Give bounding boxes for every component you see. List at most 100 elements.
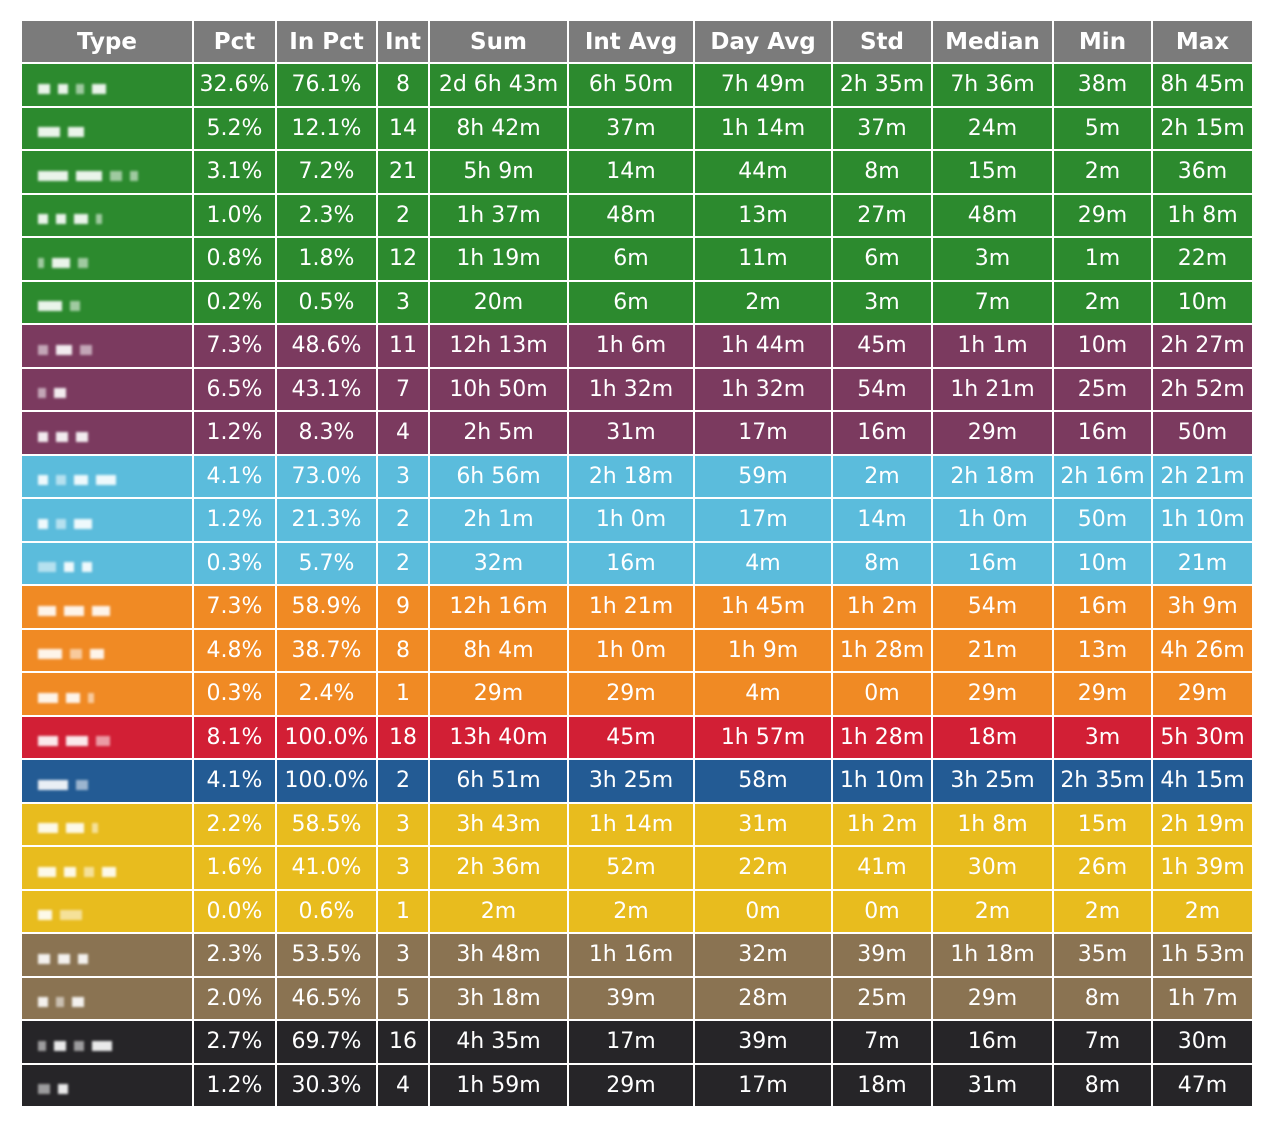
pixelated-label bbox=[38, 685, 158, 703]
cell-sum: 1h 59m bbox=[428, 1062, 569, 1108]
cell-max: 2m bbox=[1151, 888, 1254, 934]
cell-pct: 1.6% bbox=[192, 845, 277, 891]
cell-min: 3m bbox=[1052, 714, 1153, 760]
cell-pct: 2.3% bbox=[192, 932, 277, 978]
pixelated-label bbox=[38, 206, 158, 225]
cell-int-avg: 39m bbox=[567, 975, 695, 1021]
cell-median: 7m bbox=[931, 279, 1054, 325]
cell-pct: 4.1% bbox=[192, 758, 277, 804]
cell-min: 26m bbox=[1052, 845, 1153, 891]
cell-std: 18m bbox=[831, 1062, 933, 1108]
header-row: Type Pct In Pct Int Sum Int Avg Day Avg Std Medi… bbox=[20, 19, 1254, 64]
cell-std: 0m bbox=[831, 671, 933, 717]
cell-in-pct: 76.1% bbox=[275, 62, 378, 108]
cell-day-avg: 1h 44m bbox=[693, 323, 833, 369]
pixelated-label bbox=[38, 250, 158, 268]
cell-int: 12 bbox=[376, 236, 430, 282]
cell-sum: 1h 19m bbox=[428, 236, 569, 282]
cell-int: 4 bbox=[376, 1062, 430, 1108]
cell-int: 11 bbox=[376, 323, 430, 369]
redacted-type-label bbox=[20, 279, 194, 325]
cell-median: 7h 36m bbox=[931, 62, 1054, 108]
cell-max: 29m bbox=[1151, 671, 1254, 717]
cell-min: 5m bbox=[1052, 105, 1153, 151]
cell-int-avg: 52m bbox=[567, 845, 695, 891]
cell-sum: 6h 56m bbox=[428, 453, 569, 499]
cell-sum: 29m bbox=[428, 671, 569, 717]
redacted-type-label bbox=[20, 236, 194, 282]
cell-day-avg: 32m bbox=[693, 932, 833, 978]
cell-median: 1h 18m bbox=[931, 932, 1054, 978]
pixelated-label bbox=[38, 337, 158, 355]
redacted-type-label bbox=[20, 932, 194, 978]
cell-day-avg: 58m bbox=[693, 758, 833, 804]
redacted-type-label bbox=[20, 366, 194, 412]
cell-min: 29m bbox=[1052, 192, 1153, 238]
cell-int-avg: 45m bbox=[567, 714, 695, 760]
cell-max: 4h 26m bbox=[1151, 627, 1254, 673]
cell-std: 8m bbox=[831, 149, 933, 195]
cell-pct: 1.2% bbox=[192, 497, 277, 543]
cell-std: 27m bbox=[831, 192, 933, 238]
table-row: 1.2% 8.3% 4 2h 5m 31m 17m 16m 29m 16m 50m bbox=[20, 410, 1254, 456]
cell-day-avg: 17m bbox=[693, 497, 833, 543]
column-header-pct: Pct bbox=[192, 19, 277, 64]
cell-in-pct: 2.4% bbox=[275, 671, 378, 717]
cell-in-pct: 73.0% bbox=[275, 453, 378, 499]
pixelated-label bbox=[38, 424, 158, 442]
cell-int-avg: 1h 21m bbox=[567, 584, 695, 630]
cell-day-avg: 1h 45m bbox=[693, 584, 833, 630]
cell-std: 37m bbox=[831, 105, 933, 151]
cell-in-pct: 43.1% bbox=[275, 366, 378, 412]
cell-day-avg: 44m bbox=[693, 149, 833, 195]
cell-sum: 2m bbox=[428, 888, 569, 934]
cell-day-avg: 1h 32m bbox=[693, 366, 833, 412]
cell-in-pct: 69.7% bbox=[275, 1019, 378, 1065]
table-row: 2.2% 58.5% 3 3h 43m 1h 14m 31m 1h 2m 1h 8m 15m 2h… bbox=[20, 801, 1254, 847]
pixelated-label bbox=[38, 467, 158, 486]
cell-int: 2 bbox=[376, 758, 430, 804]
table-row: 8.1% 100.0% 18 13h 40m 45m 1h 57m 1h 28m 18m 3m 5… bbox=[20, 714, 1254, 760]
cell-std: 1h 10m bbox=[831, 758, 933, 804]
cell-min: 35m bbox=[1052, 932, 1153, 978]
cell-sum: 12h 13m bbox=[428, 323, 569, 369]
cell-pct: 1.2% bbox=[192, 410, 277, 456]
table-row: 1.2% 30.3% 4 1h 59m 29m 17m 18m 31m 8m 47m bbox=[20, 1062, 1254, 1108]
table-row: 1.2% 21.3% 2 2h 1m 1h 0m 17m 14m 1h 0m 50m 1h 10m bbox=[20, 497, 1254, 543]
table-row: 7.3% 48.6% 11 12h 13m 1h 6m 1h 44m 45m 1h 1m 10m… bbox=[20, 323, 1254, 369]
cell-int: 3 bbox=[376, 932, 430, 978]
redacted-type-label bbox=[20, 627, 194, 673]
cell-median: 54m bbox=[931, 584, 1054, 630]
cell-int: 4 bbox=[376, 410, 430, 456]
cell-int-avg: 48m bbox=[567, 192, 695, 238]
cell-in-pct: 46.5% bbox=[275, 975, 378, 1021]
cell-max: 8h 45m bbox=[1151, 62, 1254, 108]
cell-day-avg: 39m bbox=[693, 1019, 833, 1065]
cell-median: 31m bbox=[931, 1062, 1054, 1108]
cell-max: 10m bbox=[1151, 279, 1254, 325]
cell-max: 2h 27m bbox=[1151, 323, 1254, 369]
cell-std: 3m bbox=[831, 279, 933, 325]
cell-in-pct: 38.7% bbox=[275, 627, 378, 673]
cell-median: 1h 21m bbox=[931, 366, 1054, 412]
cell-median: 21m bbox=[931, 627, 1054, 673]
cell-day-avg: 28m bbox=[693, 975, 833, 1021]
cell-max: 2h 19m bbox=[1151, 801, 1254, 847]
cell-in-pct: 0.6% bbox=[275, 888, 378, 934]
cell-min: 1m bbox=[1052, 236, 1153, 282]
cell-in-pct: 0.5% bbox=[275, 279, 378, 325]
cell-int: 3 bbox=[376, 453, 430, 499]
cell-max: 30m bbox=[1151, 1019, 1254, 1065]
redacted-type-label bbox=[20, 497, 194, 543]
cell-min: 50m bbox=[1052, 497, 1153, 543]
cell-median: 30m bbox=[931, 845, 1054, 891]
cell-int: 3 bbox=[376, 845, 430, 891]
cell-std: 45m bbox=[831, 323, 933, 369]
cell-min: 10m bbox=[1052, 540, 1153, 586]
cell-std: 39m bbox=[831, 932, 933, 978]
column-header-median: Median bbox=[931, 19, 1054, 64]
cell-sum: 8h 42m bbox=[428, 105, 569, 151]
redacted-type-label bbox=[20, 845, 194, 891]
cell-day-avg: 59m bbox=[693, 453, 833, 499]
cell-in-pct: 100.0% bbox=[275, 714, 378, 760]
